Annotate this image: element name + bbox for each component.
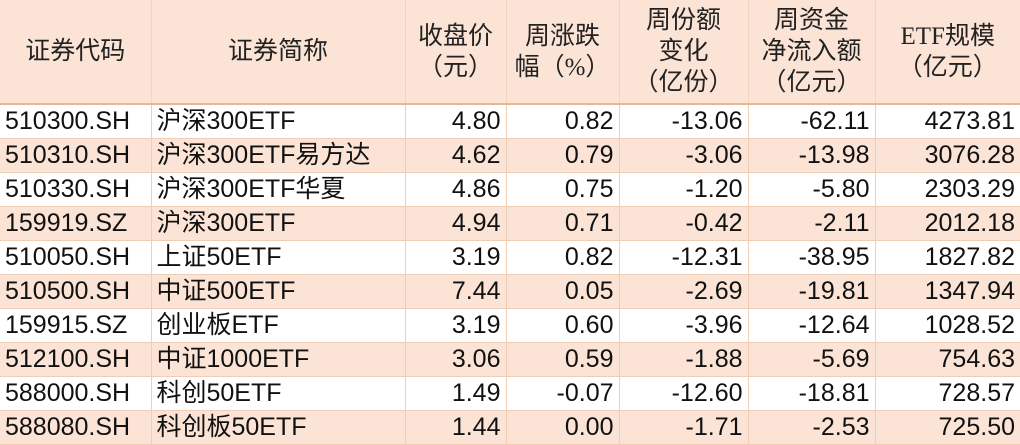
- cell-etf-size: 1028.52: [874, 308, 1020, 343]
- cell-net-inflow: -18.81: [747, 376, 875, 411]
- cell-etf-size: 1827.82: [874, 240, 1020, 275]
- cell-net-inflow: -5.80: [747, 172, 875, 207]
- cell-close-price: 3.19: [404, 308, 506, 343]
- cell-net-inflow: -38.95: [747, 240, 875, 275]
- cell-weekly-change: 0.59: [505, 342, 619, 377]
- cell-etf-size: 3076.28: [874, 138, 1020, 173]
- cell-weekly-change: 0.82: [505, 240, 619, 275]
- cell-weekly-change: -0.07: [505, 376, 619, 411]
- cell-name: 沪深300ETF华夏: [150, 172, 405, 207]
- cell-etf-size: 2303.29: [874, 172, 1020, 207]
- table-row: 510500.SH 中证500ETF 7.44 0.05 -2.69 -19.81 1347…: [0, 274, 1020, 309]
- cell-name: 沪深300ETF: [150, 104, 405, 139]
- cell-etf-size: 728.57: [874, 376, 1020, 411]
- cell-net-inflow: -5.69: [747, 342, 875, 377]
- cell-share-change: -3.06: [618, 138, 748, 173]
- cell-net-inflow: -19.81: [747, 274, 875, 309]
- cell-net-inflow: -62.11: [747, 104, 875, 139]
- cell-weekly-change: 0.05: [505, 274, 619, 309]
- table-row: 510050.SH 上证50ETF 3.19 0.82 -12.31 -38.95 1827…: [0, 240, 1020, 275]
- cell-weekly-change: 0.60: [505, 308, 619, 343]
- cell-weekly-change: 0.82: [505, 104, 619, 139]
- cell-close-price: 3.06: [404, 342, 506, 377]
- cell-net-inflow: -13.98: [747, 138, 875, 173]
- cell-close-price: 4.94: [404, 206, 506, 241]
- header-weekly-change: 周涨跌 幅（%）: [505, 0, 619, 105]
- cell-name: 沪深300ETF易方达: [150, 138, 405, 173]
- cell-share-change: -0.42: [618, 206, 748, 241]
- cell-close-price: 1.49: [404, 376, 506, 411]
- header-net-inflow: 周资金 净流入额 （亿元）: [747, 0, 875, 105]
- cell-share-change: -2.69: [618, 274, 748, 309]
- header-code: 证券代码: [0, 0, 151, 105]
- header-etf-size: ETF规模 （亿元）: [874, 0, 1020, 105]
- cell-share-change: -3.96: [618, 308, 748, 343]
- cell-net-inflow: -2.11: [747, 206, 875, 241]
- cell-name: 中证500ETF: [150, 274, 405, 309]
- cell-code: 159915.SZ: [0, 308, 151, 343]
- cell-share-change: -1.71: [618, 410, 748, 445]
- cell-share-change: -1.88: [618, 342, 748, 377]
- cell-net-inflow: -12.64: [747, 308, 875, 343]
- table-row: 510330.SH 沪深300ETF华夏 4.86 0.75 -1.20 -5.80 230…: [0, 172, 1020, 207]
- cell-name: 上证50ETF: [150, 240, 405, 275]
- cell-etf-size: 725.50: [874, 410, 1020, 445]
- header-name: 证券简称: [150, 0, 405, 105]
- cell-net-inflow: -2.53: [747, 410, 875, 445]
- cell-etf-size: 1347.94: [874, 274, 1020, 309]
- table-row: 159919.SZ 沪深300ETF 4.94 0.71 -0.42 -2.11 2012.…: [0, 206, 1020, 241]
- table-row: 588000.SH 科创50ETF 1.49 -0.07 -12.60 -18.81 728…: [0, 376, 1020, 411]
- cell-name: 中证1000ETF: [150, 342, 405, 377]
- header-close-price: 收盘价 （元）: [404, 0, 506, 105]
- table-row: 510300.SH 沪深300ETF 4.80 0.82 -13.06 -62.11 427…: [0, 104, 1020, 139]
- cell-weekly-change: 0.75: [505, 172, 619, 207]
- cell-share-change: -13.06: [618, 104, 748, 139]
- cell-etf-size: 754.63: [874, 342, 1020, 377]
- cell-name: 科创板50ETF: [150, 410, 405, 445]
- cell-close-price: 4.86: [404, 172, 506, 207]
- table-row: 512100.SH 中证1000ETF 3.06 0.59 -1.88 -5.69 754.…: [0, 342, 1020, 377]
- header-share-change: 周份额 变化 （亿份）: [618, 0, 748, 105]
- cell-code: 588000.SH: [0, 376, 151, 411]
- cell-share-change: -12.31: [618, 240, 748, 275]
- cell-code: 510500.SH: [0, 274, 151, 309]
- cell-name: 创业板ETF: [150, 308, 405, 343]
- cell-code: 159919.SZ: [0, 206, 151, 241]
- cell-name: 科创50ETF: [150, 376, 405, 411]
- cell-code: 510310.SH: [0, 138, 151, 173]
- cell-name: 沪深300ETF: [150, 206, 405, 241]
- cell-close-price: 3.19: [404, 240, 506, 275]
- cell-share-change: -1.20: [618, 172, 748, 207]
- cell-code: 588080.SH: [0, 410, 151, 445]
- cell-close-price: 4.62: [404, 138, 506, 173]
- cell-weekly-change: 0.71: [505, 206, 619, 241]
- cell-etf-size: 2012.18: [874, 206, 1020, 241]
- cell-share-change: -12.60: [618, 376, 748, 411]
- table-row: 588080.SH 科创板50ETF 1.44 0.00 -1.71 -2.53 725.5…: [0, 410, 1020, 445]
- cell-close-price: 7.44: [404, 274, 506, 309]
- cell-weekly-change: 0.79: [505, 138, 619, 173]
- cell-etf-size: 4273.81: [874, 104, 1020, 139]
- cell-code: 510330.SH: [0, 172, 151, 207]
- cell-close-price: 1.44: [404, 410, 506, 445]
- cell-code: 510050.SH: [0, 240, 151, 275]
- table-row: 159915.SZ 创业板ETF 3.19 0.60 -3.96 -12.64 1028.5…: [0, 308, 1020, 343]
- table-row: 510310.SH 沪深300ETF易方达 4.62 0.79 -3.06 -13.98 3…: [0, 138, 1020, 173]
- cell-code: 510300.SH: [0, 104, 151, 139]
- cell-weekly-change: 0.00: [505, 410, 619, 445]
- cell-close-price: 4.80: [404, 104, 506, 139]
- cell-code: 512100.SH: [0, 342, 151, 377]
- header-row: 证券代码 证券简称 收盘价 （元） 周涨跌 幅（%） 周份额 变化 （亿份） 周…: [0, 0, 1020, 105]
